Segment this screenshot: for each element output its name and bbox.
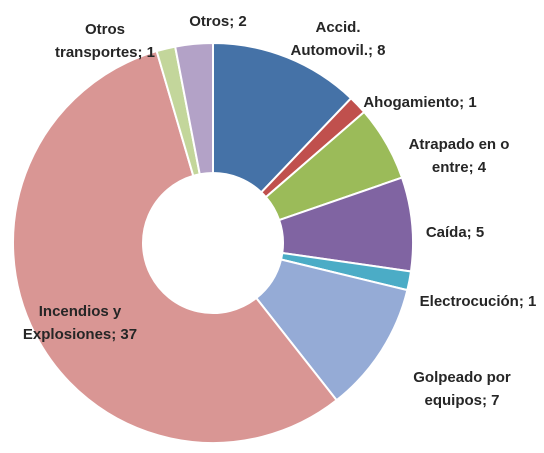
data-label: Golpeado por equipos; 7 (413, 369, 511, 409)
data-label-line: Automovil.; 8 (290, 42, 385, 59)
donut-slice (12, 49, 339, 444)
data-label-line: Caída; 5 (426, 224, 484, 241)
data-label: Ahogamiento; 1 (363, 94, 476, 111)
data-label-line: Ahogamiento; 1 (363, 94, 476, 111)
data-label-line: Otros (85, 21, 125, 38)
data-label: Otros; 2 (189, 13, 247, 30)
data-label: Otros transportes; 1 (55, 21, 155, 61)
donut-slice (173, 41, 214, 176)
data-label-line: Accid. (315, 19, 360, 36)
data-label-line: entre; 4 (432, 159, 487, 176)
data-label: Caída; 5 (426, 224, 484, 241)
data-label-line: Atrapado en o (409, 136, 510, 153)
data-label-line: Incendios y (39, 303, 122, 320)
data-label: Accid. Automovil.; 8 (290, 19, 385, 59)
data-label-line: Explosiones; 37 (23, 326, 137, 343)
data-label-line: Golpeado por (413, 369, 511, 386)
donut-slice (254, 258, 409, 402)
donut-slice (212, 41, 353, 194)
data-label: Electrocución; 1 (420, 293, 537, 310)
data-label-line: transportes; 1 (55, 44, 155, 61)
data-label: Atrapado en o entre; 4 (409, 136, 510, 176)
data-label-line: Otros; 2 (189, 13, 247, 30)
data-label-line: Electrocución; 1 (420, 293, 537, 310)
data-label-line: equipos; 7 (424, 392, 499, 409)
data-label: Incendios y Explosiones; 37 (23, 303, 137, 343)
